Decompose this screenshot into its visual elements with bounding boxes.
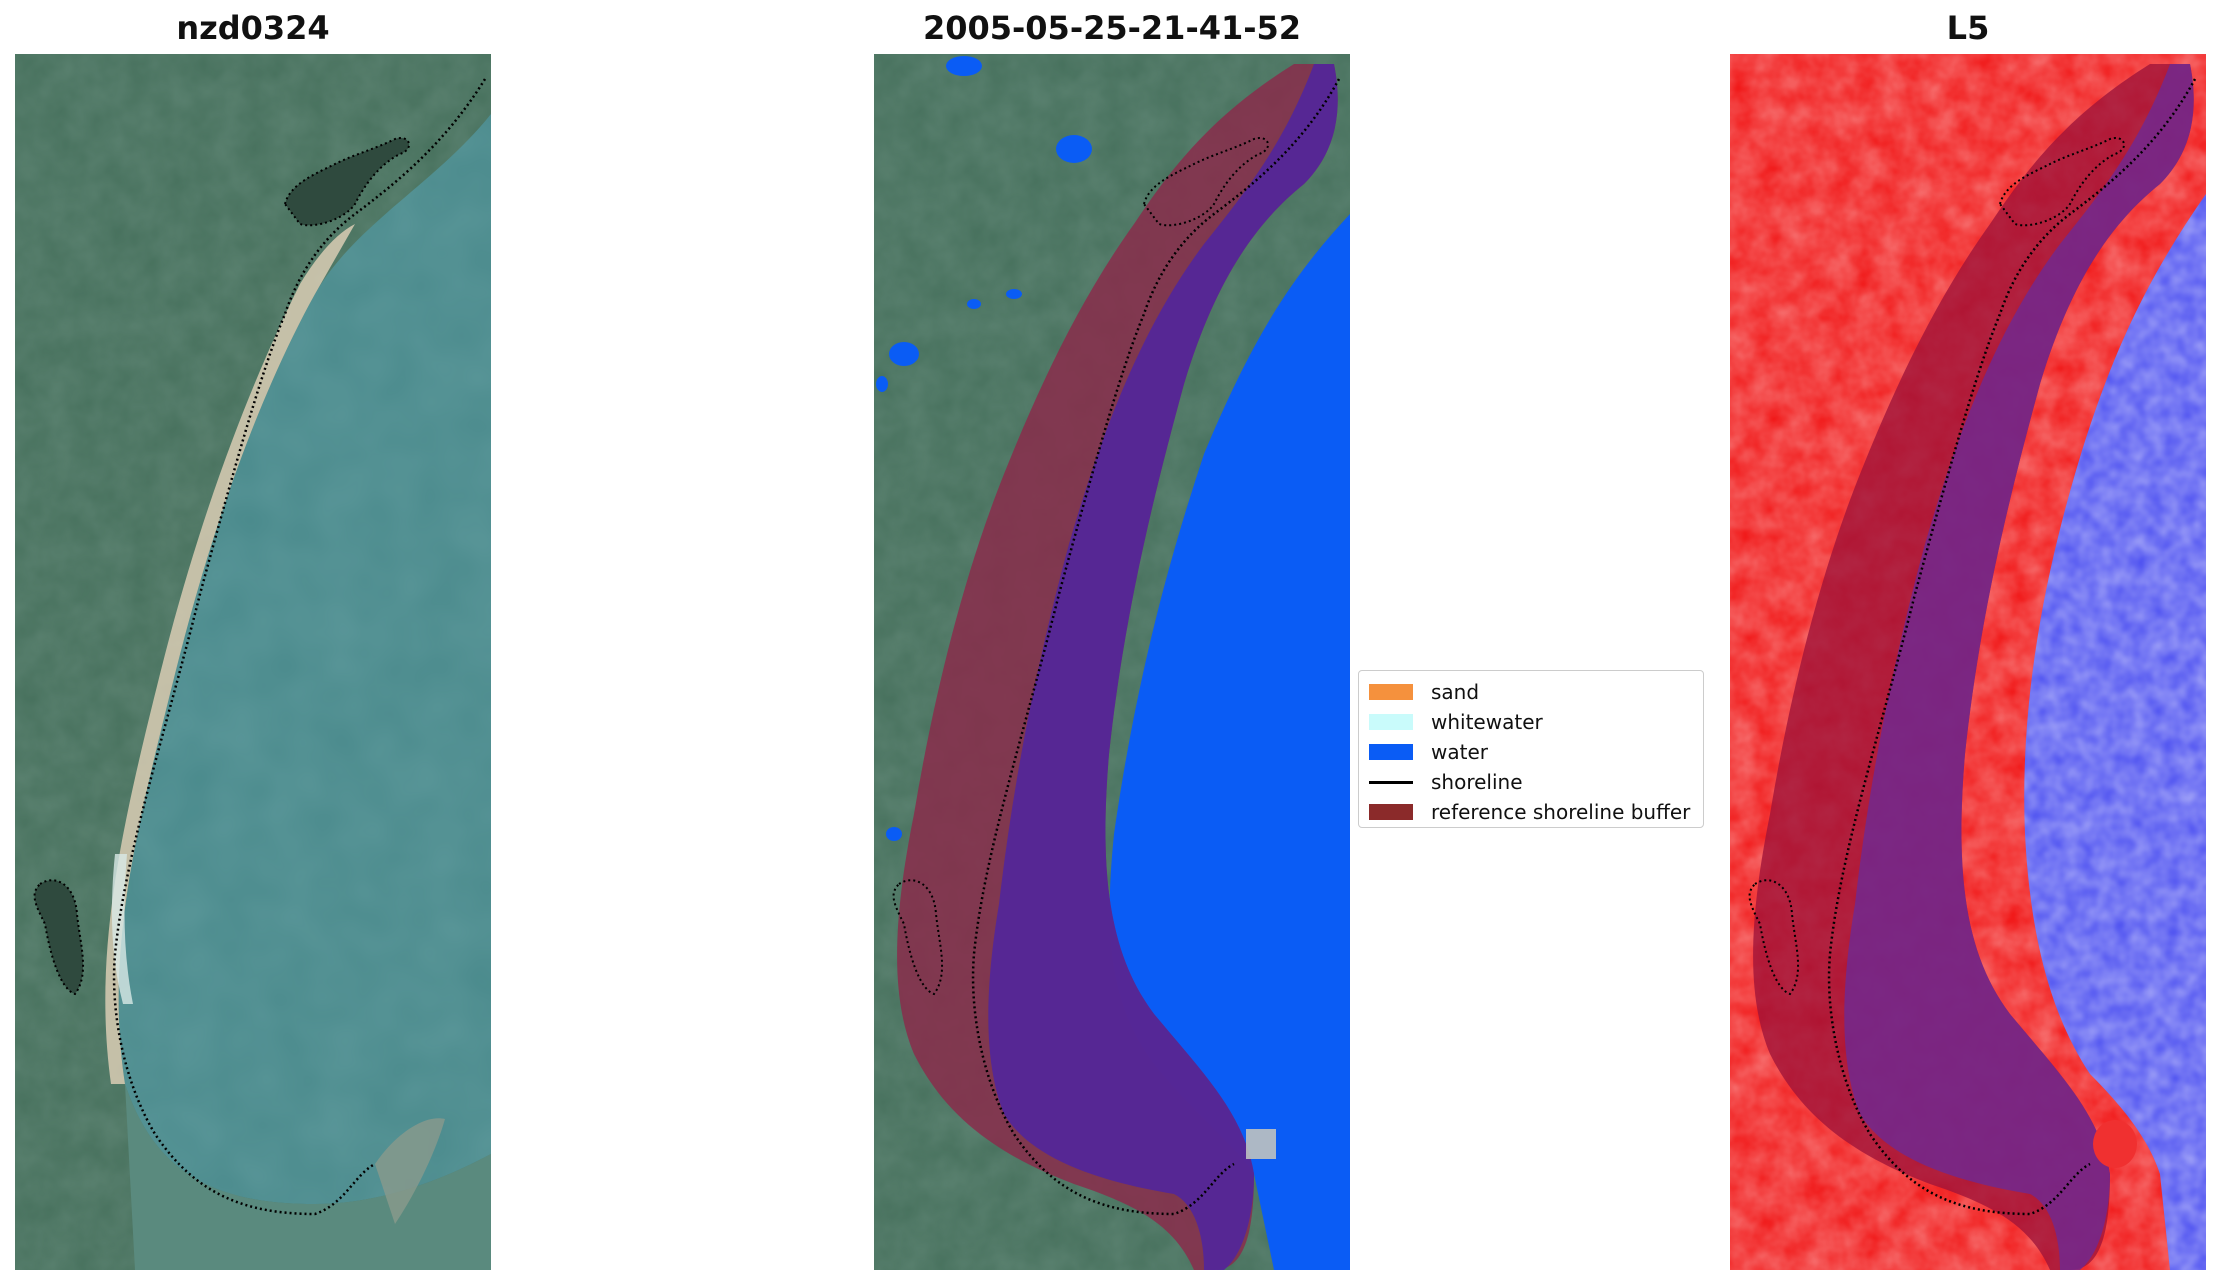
legend-item-buffer: reference shoreline buffer	[1369, 797, 1693, 827]
legend-swatch-buffer	[1369, 804, 1413, 820]
lagoon-south	[892, 879, 944, 996]
classified-image	[874, 54, 1350, 1270]
shoreline	[971, 78, 1341, 1216]
legend-label: shoreline	[1431, 770, 1523, 794]
legend-swatch-shoreline	[1369, 780, 1413, 784]
panel-title-rgb: nzd0324	[176, 9, 330, 47]
classified-image-panel	[874, 54, 1350, 1270]
rgb-image-panel	[15, 54, 491, 1270]
legend-label: reference shoreline buffer	[1431, 800, 1691, 824]
shoreline	[112, 78, 487, 1216]
legend-item-water: water	[1369, 737, 1693, 767]
legend-item-whitewater: whitewater	[1369, 707, 1693, 737]
legend-item-sand: sand	[1369, 677, 1693, 707]
rgb-image	[15, 54, 491, 1270]
legend: sand whitewater water shoreline referenc…	[1358, 670, 1704, 828]
lagoon-south	[1748, 879, 1800, 996]
shoreline	[1827, 78, 2197, 1216]
panel-title-classified: 2005-05-25-21-41-52	[922, 9, 1302, 47]
legend-label: sand	[1431, 680, 1480, 704]
legend-item-shoreline: shoreline	[1369, 767, 1693, 797]
legend-swatch-water	[1369, 744, 1413, 760]
water-class	[1109, 214, 1350, 1270]
index-image-panel	[1730, 54, 2206, 1270]
lagoon-south	[33, 879, 85, 996]
legend-label: whitewater	[1431, 710, 1543, 734]
legend-swatch-whitewater	[1369, 714, 1413, 730]
index-image	[1730, 54, 2206, 1270]
legend-label: water	[1431, 740, 1488, 764]
panel-title-index: L5	[1946, 9, 1990, 47]
legend-swatch-sand	[1369, 684, 1413, 700]
lagoon-north	[283, 137, 410, 227]
